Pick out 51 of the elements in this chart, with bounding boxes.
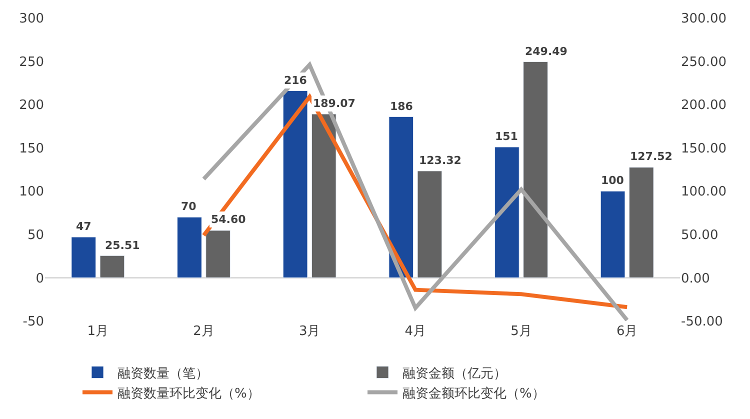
data-label: 186 [390, 100, 414, 113]
line-series [202, 62, 630, 321]
legend-label: 融资金额环比变化（%） [402, 386, 545, 402]
data-label: 216 [284, 74, 308, 87]
bar [71, 236, 96, 278]
x-tick-label: 1月 [87, 324, 109, 339]
data-label: 54.60 [211, 213, 246, 226]
y2-tick-label: 50.00 [681, 228, 718, 243]
bar [206, 230, 230, 278]
data-label: 25.51 [105, 239, 140, 252]
y2-tick-label: 200.00 [681, 98, 726, 114]
y2-tick-label: 0.00 [681, 271, 710, 286]
bar [523, 61, 548, 278]
y-tick-label: 150 [19, 141, 44, 156]
legend-label: 融资数量环比变化（%） [118, 386, 260, 402]
x-tick-label: 2月 [193, 324, 214, 339]
bar [417, 170, 442, 278]
bar [282, 90, 308, 278]
x-tick-label: 5月 [510, 324, 532, 339]
y-tick-label: 300 [19, 12, 44, 27]
bar [494, 146, 520, 278]
y-tick-label: -50 [22, 314, 44, 330]
bar [600, 190, 626, 278]
bar [177, 216, 202, 278]
bar [100, 255, 125, 278]
x-tick-label: 6月 [616, 324, 638, 339]
y-tick-label: 250 [19, 54, 44, 70]
data-label: 249.49 [525, 45, 568, 58]
data-label: 123.32 [419, 154, 462, 167]
y2-tick-label: -50.00 [681, 314, 723, 330]
y-tick-label: 100 [19, 184, 44, 200]
y2-tick-label: 300.00 [681, 12, 726, 27]
data-label: 47 [76, 220, 92, 233]
y2-tick-label: 150.00 [681, 141, 726, 156]
y-tick-label: 50 [27, 228, 44, 243]
x-tick-label: 4月 [404, 324, 426, 339]
data-label: 151 [495, 130, 518, 143]
x-tick-label: 3月 [298, 324, 320, 339]
y-tick-label: 0 [36, 271, 44, 286]
y2-tick-label: 100.00 [681, 184, 726, 200]
y-tick-label: 200 [19, 98, 44, 114]
legend-label: 融资金额（亿元） [402, 366, 506, 382]
data-label: 70 [181, 200, 197, 213]
y2-tick-label: 250.00 [681, 54, 726, 70]
legend-label: 融资数量（笔） [118, 366, 208, 382]
bar [628, 167, 654, 278]
data-label: 189.07 [313, 97, 356, 110]
bar [311, 114, 336, 278]
data-label: 127.52 [630, 150, 672, 163]
bar [388, 116, 414, 278]
data-label: 100 [601, 174, 624, 187]
